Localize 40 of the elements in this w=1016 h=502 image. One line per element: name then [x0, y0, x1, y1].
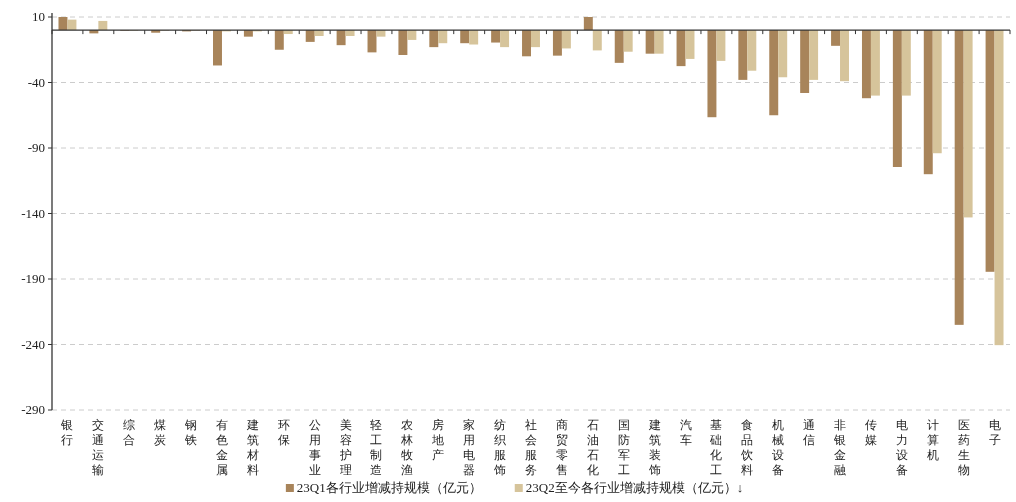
x-tick-label: 农林牧渔 — [400, 418, 414, 477]
x-tick-label: 电力设备 — [895, 418, 908, 477]
y-tick-label: -240 — [21, 336, 45, 352]
x-tick-label: 国防军工 — [617, 418, 630, 477]
y-tick-label: -190 — [21, 271, 45, 286]
y-tick-label: -40 — [27, 74, 45, 90]
x-tick-label: 公用事业 — [308, 418, 321, 477]
legend-label: 23Q2至今各行业增减持规模（亿元）↓ — [525, 480, 744, 495]
x-tick-label: 汽车 — [679, 418, 692, 447]
x-tick-label: 轻工制造 — [370, 418, 383, 477]
x-tick-label: 煤炭 — [154, 418, 167, 447]
x-tick-label: 综合 — [123, 418, 136, 447]
legend-label: 23Q1各行业增减持规模（亿元） — [296, 480, 482, 495]
x-tick-label: 传媒 — [864, 418, 877, 447]
x-tick-label: 计算机 — [926, 418, 939, 462]
x-tick-label: 电子 — [988, 418, 1001, 447]
x-tick-label: 纺织服饰 — [493, 418, 507, 477]
x-tick-label: 社会服务 — [525, 418, 537, 477]
x-tick-label: 基础化工 — [709, 418, 723, 477]
x-tick-label: 家用电器 — [463, 418, 476, 477]
x-tick-label: 建筑材料 — [245, 418, 259, 477]
x-tick-label: 通信 — [803, 418, 816, 447]
x-tick-label: 石油石化 — [586, 418, 599, 477]
y-tick-label: -140 — [21, 205, 45, 221]
y-tick-label: 10 — [32, 9, 45, 24]
y-tick-label: -90 — [27, 140, 45, 155]
x-tick-label: 美容护理 — [338, 418, 352, 477]
x-tick-label: 环保 — [277, 418, 290, 447]
x-tick-label: 银行 — [60, 418, 74, 447]
x-tick-label: 食品饮料 — [740, 418, 754, 477]
x-tick-label: 交通运输 — [92, 418, 105, 477]
x-tick-label: 建筑装饰 — [647, 418, 661, 477]
x-tick-label: 机械设备 — [772, 418, 785, 477]
x-tick-label: 房地产 — [431, 418, 445, 462]
x-tick-label: 有色金属 — [215, 418, 228, 477]
x-tick-label: 非银金融 — [833, 418, 847, 477]
x-tick-label: 医药生物 — [957, 418, 970, 477]
x-tick-label: 钢铁 — [184, 418, 198, 447]
y-tick-label: -290 — [21, 402, 45, 417]
x-tick-label: 商贸零售 — [555, 418, 568, 477]
